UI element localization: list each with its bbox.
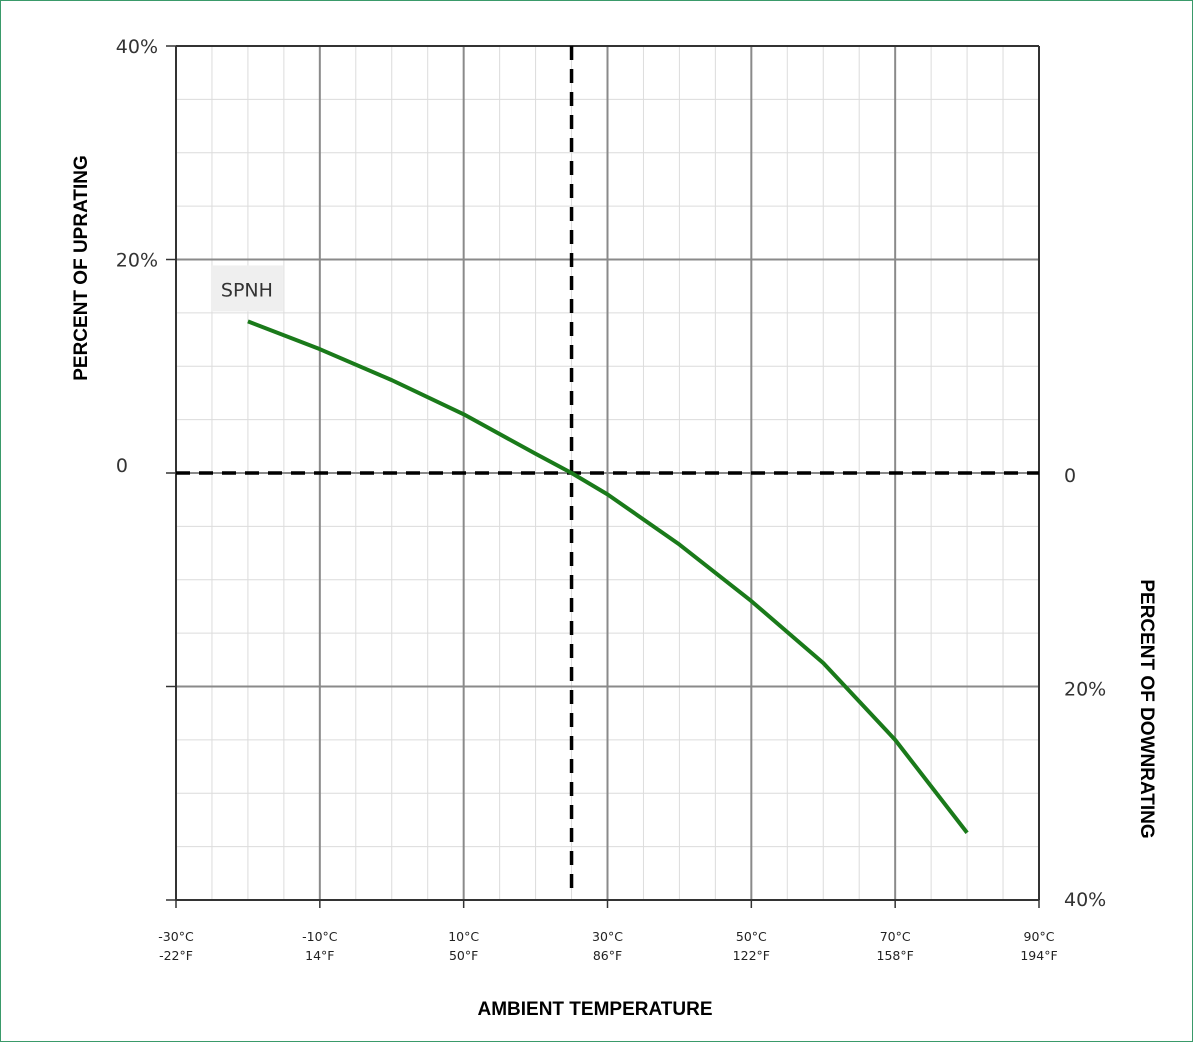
left-tick-label: 20%	[116, 250, 158, 272]
reference-lines	[176, 46, 1039, 892]
x-tick-label-fahrenheit: 158°F	[877, 948, 914, 963]
x-tick-label-celsius: 30°C	[592, 929, 623, 944]
series-line-spnh	[247, 319, 969, 834]
x-tick-label-fahrenheit: 194°F	[1020, 948, 1057, 963]
axis-labels: PERCENT OF UPRATING PERCENT OF DOWNRATIN…	[71, 155, 1157, 1020]
axes	[166, 45, 1040, 908]
major-grid	[175, 45, 1040, 901]
x-tick-label-celsius: 10°C	[448, 929, 479, 944]
x-tick-label-celsius: 90°C	[1024, 929, 1055, 944]
x-tick-label-fahrenheit: 122°F	[733, 948, 770, 963]
tick-labels: -30°C -22°F -10°C 14°F 10°C 50°F 30°C 86°F 50°C 1…	[116, 36, 1106, 963]
left-tick-label: 0	[116, 455, 128, 477]
x-tick-label-fahrenheit: -22°F	[159, 948, 193, 963]
x-tick-label-celsius: 50°C	[736, 929, 767, 944]
x-tick-label-fahrenheit: 50°F	[449, 948, 478, 963]
left-tick-label: 40%	[116, 36, 158, 58]
series-layer: SPNH	[210, 265, 969, 834]
x-tick-label-celsius: -10°C	[302, 929, 338, 944]
x-axis-label: AMBIENT TEMPERATURE	[477, 999, 712, 1020]
right-tick-label: 20%	[1064, 679, 1106, 701]
right-y-axis-label: PERCENT OF DOWNRATING	[1136, 579, 1157, 838]
x-tick-label-celsius: -30°C	[158, 929, 194, 944]
right-tick-label: 0	[1064, 465, 1076, 487]
left-y-axis-label: PERCENT OF UPRATING	[71, 155, 92, 381]
x-tick-label-celsius: 70°C	[880, 929, 911, 944]
series-label: SPNH	[221, 279, 273, 301]
series-label-box	[210, 265, 283, 312]
right-tick-label: 40%	[1064, 889, 1106, 911]
x-tick-label-fahrenheit: 86°F	[593, 948, 622, 963]
x-tick-label-fahrenheit: 14°F	[305, 948, 334, 963]
